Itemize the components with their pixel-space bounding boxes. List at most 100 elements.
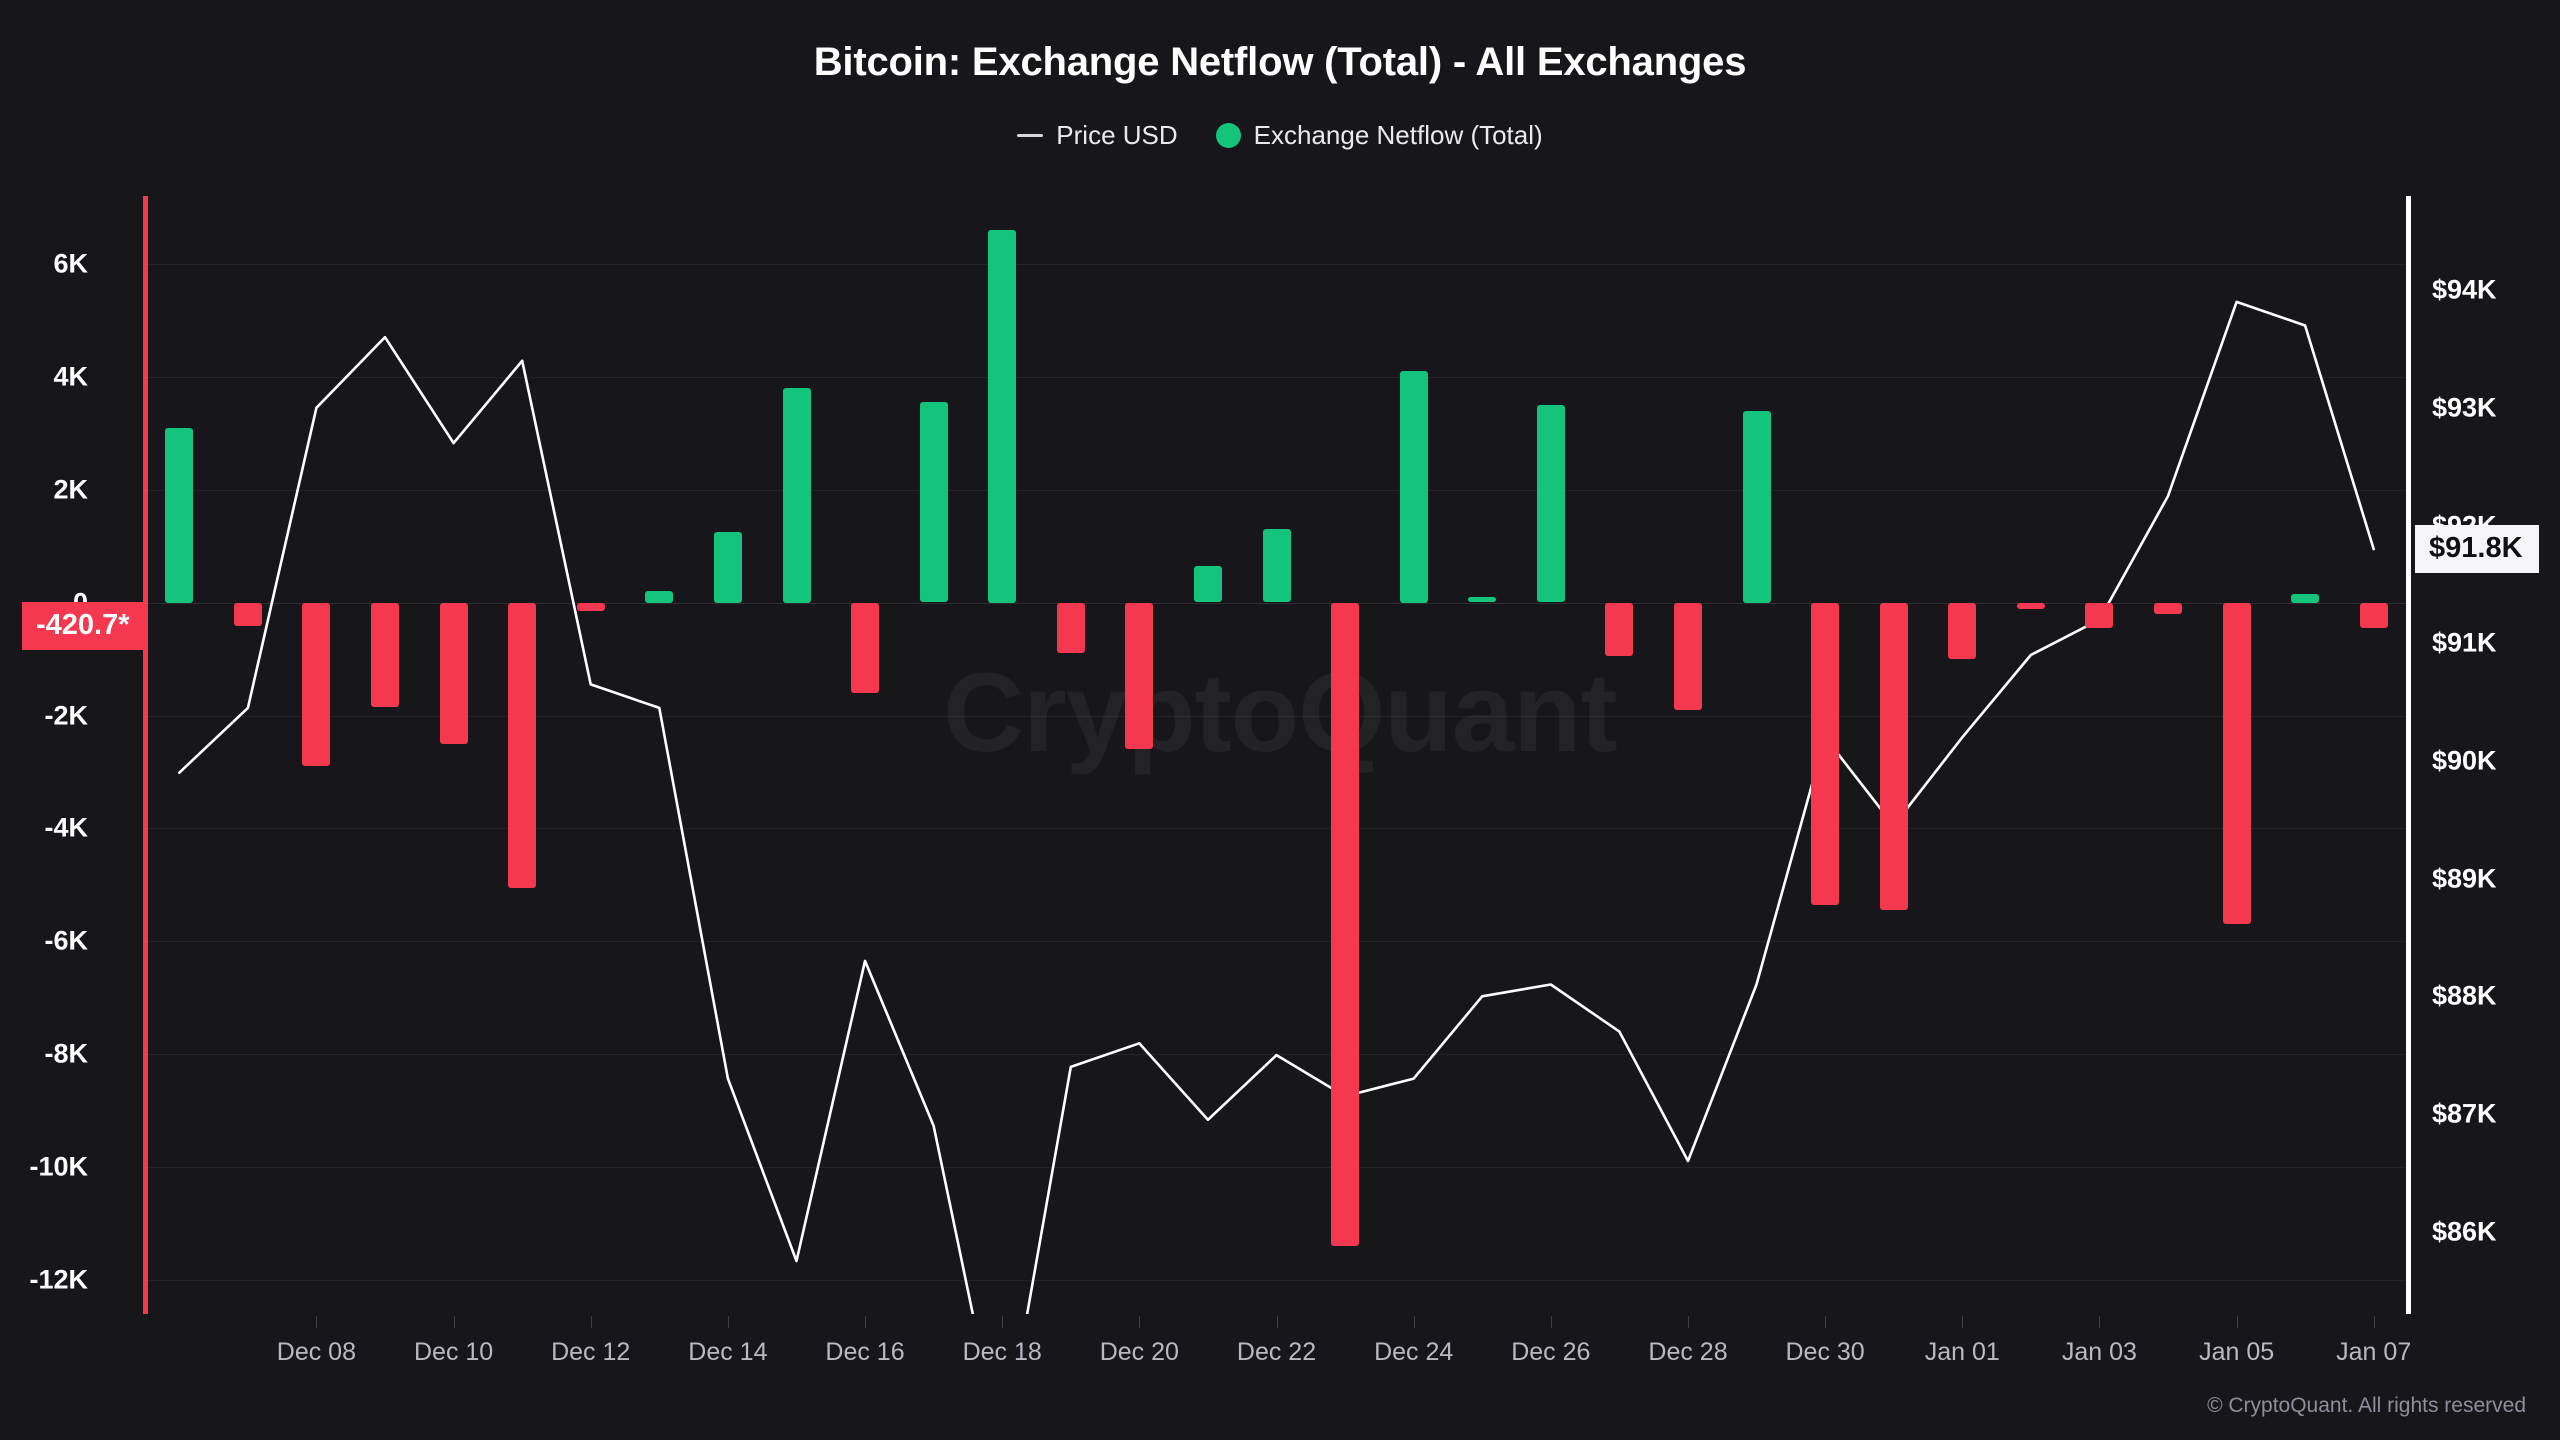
y-tick-left: 4K: [53, 361, 88, 392]
bar-dec-13[interactable]: [645, 591, 674, 603]
bar-dec-17[interactable]: [919, 402, 948, 603]
gridline: [145, 941, 2408, 943]
bar-dec-16[interactable]: [851, 602, 879, 693]
bar-dec-23[interactable]: [1331, 602, 1360, 1247]
x-tick-label: Dec 22: [1236, 1338, 1317, 1366]
bar-dec-27[interactable]: [1605, 602, 1634, 657]
y-tick-left: 6K: [53, 248, 88, 279]
legend-label-price-usd: Price USD: [1056, 120, 1178, 150]
y-tick-right: $91K: [2432, 627, 2497, 658]
legend-item-exchange-netflow[interactable]: Exchange Netflow (Total): [1215, 120, 1543, 151]
y-tick-right: $87K: [2432, 1098, 2497, 1129]
bar-dec-18[interactable]: [988, 229, 1017, 603]
price-usd-line: [145, 196, 2408, 1314]
y-axis-right-line: [2406, 196, 2411, 1314]
bar-jan-01[interactable]: [1948, 602, 1977, 659]
price-usd-polyline: [179, 302, 2373, 1314]
x-tick-mark: [590, 1316, 592, 1328]
x-tick-label: Jan 03: [2061, 1338, 2137, 1366]
bar-dec-15[interactable]: [782, 388, 811, 603]
y-tick-left: -10K: [29, 1151, 88, 1182]
bar-dec-29[interactable]: [1742, 410, 1771, 603]
x-tick-label: Dec 24: [1374, 1338, 1454, 1366]
x-tick-label: Dec 20: [1099, 1338, 1179, 1366]
x-tick-mark: [1002, 1316, 1004, 1328]
x-tick-label: Dec 28: [1648, 1338, 1728, 1366]
bar-dec-19[interactable]: [1056, 602, 1085, 654]
copyright-footer: © CryptoQuant. All rights reserved: [2207, 1394, 2526, 1417]
x-tick-label: Jan 05: [2199, 1338, 2275, 1366]
x-tick-label: Jan 07: [2336, 1338, 2412, 1366]
bar-jan-04[interactable]: [2154, 602, 2182, 614]
bar-dec-14[interactable]: [713, 532, 742, 603]
x-tick-mark: [1276, 1316, 1278, 1328]
y-tick-right: $86K: [2432, 1216, 2497, 1247]
bar-jan-06[interactable]: [2291, 594, 2320, 603]
x-tick-label: Dec 26: [1511, 1338, 1591, 1366]
gridline: [145, 263, 2408, 265]
x-tick-mark: [1962, 1316, 1964, 1328]
bar-jan-07[interactable]: [2359, 602, 2388, 628]
bar-dec-22[interactable]: [1262, 529, 1291, 603]
legend-item-price-usd[interactable]: Price USD: [1017, 120, 1178, 151]
legend-label-exchange-netflow: Exchange Netflow (Total): [1253, 120, 1543, 150]
bar-dec-25[interactable]: [1468, 596, 1497, 603]
bar-dec-08[interactable]: [302, 602, 331, 767]
x-tick-mark: [2373, 1316, 2375, 1328]
y-tick-right: $94K: [2432, 274, 2497, 305]
bar-dec-31[interactable]: [1879, 602, 1908, 911]
bar-dec-09[interactable]: [371, 602, 399, 707]
bar-dec-26[interactable]: [1536, 404, 1565, 603]
y-tick-right: $93K: [2432, 392, 2497, 423]
x-tick-label: Dec 08: [276, 1338, 356, 1366]
y-tick-right: $89K: [2432, 863, 2497, 894]
x-tick-mark: [316, 1316, 318, 1328]
y-tick-left: -12K: [29, 1264, 88, 1295]
bar-dec-30[interactable]: [1811, 602, 1840, 905]
page-title: Bitcoin: Exchange Netflow (Total) - All …: [813, 40, 1747, 84]
x-tick-mark: [1825, 1316, 1827, 1328]
gridline: [145, 715, 2408, 717]
gridline: [145, 1167, 2408, 1169]
y-axis-left-line: [143, 196, 148, 1314]
y-tick-left: -8K: [44, 1038, 88, 1069]
bar-jan-03[interactable]: [2085, 602, 2114, 628]
x-tick-label: Dec 30: [1785, 1338, 1865, 1366]
x-tick-label: Dec 10: [413, 1338, 494, 1366]
gridline: [145, 489, 2408, 491]
y-tick-left: -6K: [44, 925, 88, 956]
bar-dec-11[interactable]: [508, 602, 537, 888]
x-tick-mark: [727, 1316, 729, 1328]
bar-dec-24[interactable]: [1399, 371, 1428, 603]
y-tick-right: $88K: [2432, 980, 2497, 1011]
x-tick-mark: [453, 1316, 455, 1328]
bar-dec-06[interactable]: [165, 427, 194, 603]
bar-dec-12[interactable]: [576, 602, 605, 611]
dot-marker-icon: [1215, 123, 1241, 148]
x-tick-mark: [2236, 1316, 2238, 1328]
y-tick-right: $90K: [2432, 745, 2497, 776]
bar-dec-20[interactable]: [1125, 602, 1154, 750]
x-tick-label: Dec 16: [825, 1338, 905, 1366]
bar-jan-02[interactable]: [2016, 602, 2045, 610]
plot-area: [145, 196, 2408, 1314]
gridline: [145, 376, 2408, 378]
y-tick-left: -2K: [44, 700, 88, 730]
chart-legend: Price USD Exchange Netflow (Total): [0, 120, 2560, 151]
bar-dec-07[interactable]: [233, 602, 262, 627]
y-tick-left: 2K: [53, 474, 88, 505]
left-axis-value-badge: -420.7*: [22, 602, 144, 651]
x-tick-label: Jan 01: [1924, 1338, 2000, 1366]
line-marker-icon: [1017, 134, 1044, 137]
bar-jan-05[interactable]: [2222, 602, 2251, 925]
zero-line: [145, 602, 2408, 604]
bar-dec-10[interactable]: [439, 602, 468, 744]
x-tick-mark: [1688, 1316, 1689, 1328]
x-tick-mark: [1413, 1316, 1415, 1328]
bar-dec-21[interactable]: [1193, 565, 1222, 603]
bar-dec-28[interactable]: [1674, 602, 1702, 710]
right-axis-value-badge: $91.8K: [2415, 525, 2539, 574]
gridline: [145, 828, 2408, 830]
x-tick-label: Dec 18: [962, 1338, 1042, 1366]
